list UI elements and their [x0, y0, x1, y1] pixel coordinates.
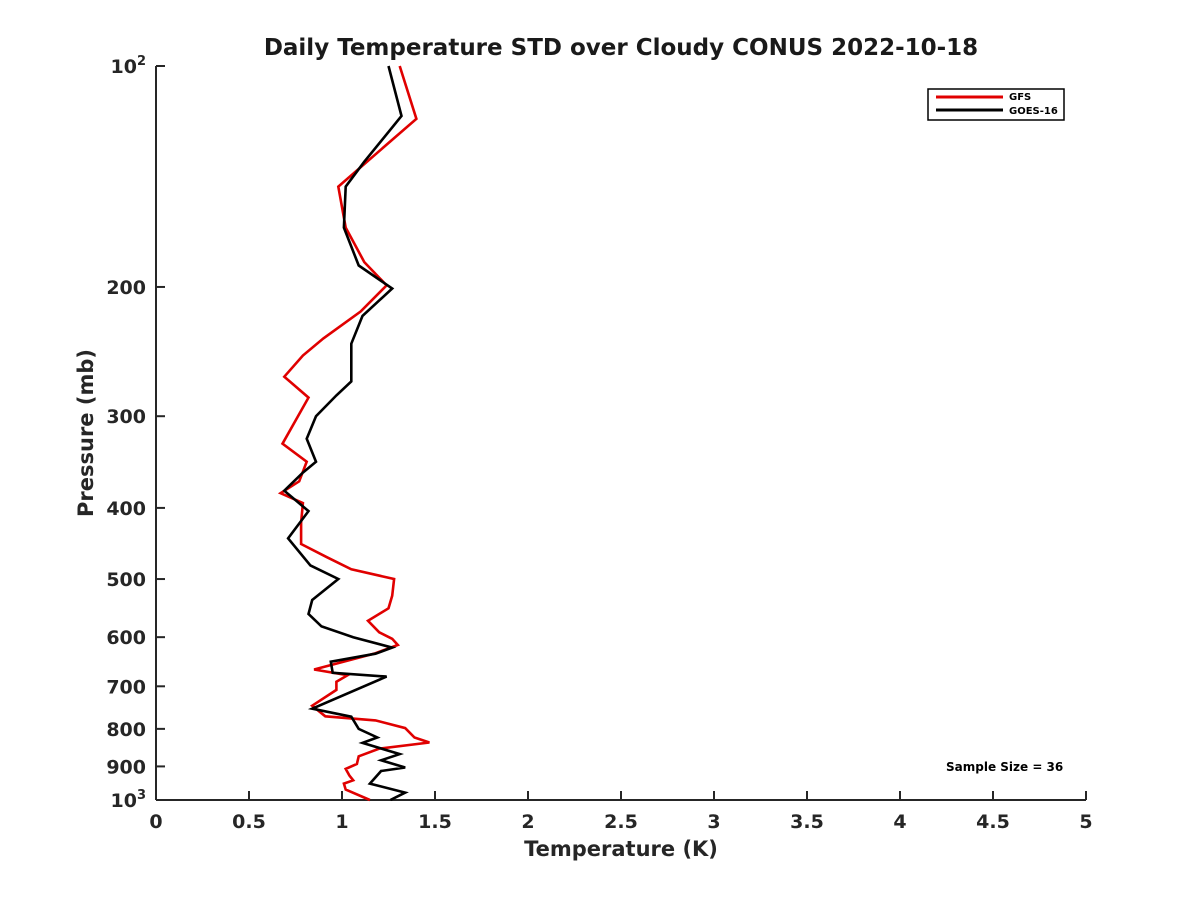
y-ticks: 102 200 300 400 500 600 700 800 900 103: [106, 54, 165, 812]
x-tick-label: 2: [521, 811, 534, 833]
series-line-goes16: [282, 65, 409, 802]
x-tick-label: 3: [707, 811, 720, 833]
legend-label-goes16: GOES-16: [1009, 106, 1058, 117]
legend: GFS GOES-16: [927, 88, 1065, 121]
x-axis-label: Temperature (K): [524, 837, 718, 861]
y-axis-label: Pressure (mb): [74, 349, 98, 517]
x-ticks: 0 0.5 1 1.5 2 2.5 3 3.5 4 4.5 5: [149, 791, 1093, 833]
y-tick-label: 200: [106, 277, 146, 299]
y-tick-label: 300: [106, 406, 146, 428]
x-tick-label: 3.5: [790, 811, 824, 833]
series-line-gfs: [277, 65, 430, 802]
y-tick-label: 600: [106, 627, 146, 649]
x-tick-label: 1.5: [418, 811, 452, 833]
x-tick-label: 4: [893, 811, 906, 833]
y-tick-label: 800: [106, 719, 146, 741]
y-tick-label: 500: [106, 569, 146, 591]
x-tick-label: 0.5: [232, 811, 266, 833]
y-tick-label: 103: [111, 788, 147, 812]
y-tick-label: 102: [111, 54, 147, 78]
x-tick-label: 2.5: [604, 811, 638, 833]
chart-title: Daily Temperature STD over Cloudy CONUS …: [264, 35, 978, 61]
plot-area: [155, 66, 1086, 801]
y-tick-label: 900: [106, 756, 146, 778]
legend-label-gfs: GFS: [1009, 92, 1031, 103]
x-tick-label: 4.5: [976, 811, 1010, 833]
y-tick-label: 400: [106, 498, 146, 520]
x-tick-label: 1: [335, 811, 348, 833]
series-lines: [277, 65, 430, 802]
x-tick-label: 0: [149, 811, 162, 833]
sample-size-annotation: Sample Size = 36: [946, 760, 1063, 774]
y-tick-label: 700: [106, 676, 146, 698]
legend-box: [927, 88, 1065, 121]
x-tick-label: 5: [1079, 811, 1092, 833]
